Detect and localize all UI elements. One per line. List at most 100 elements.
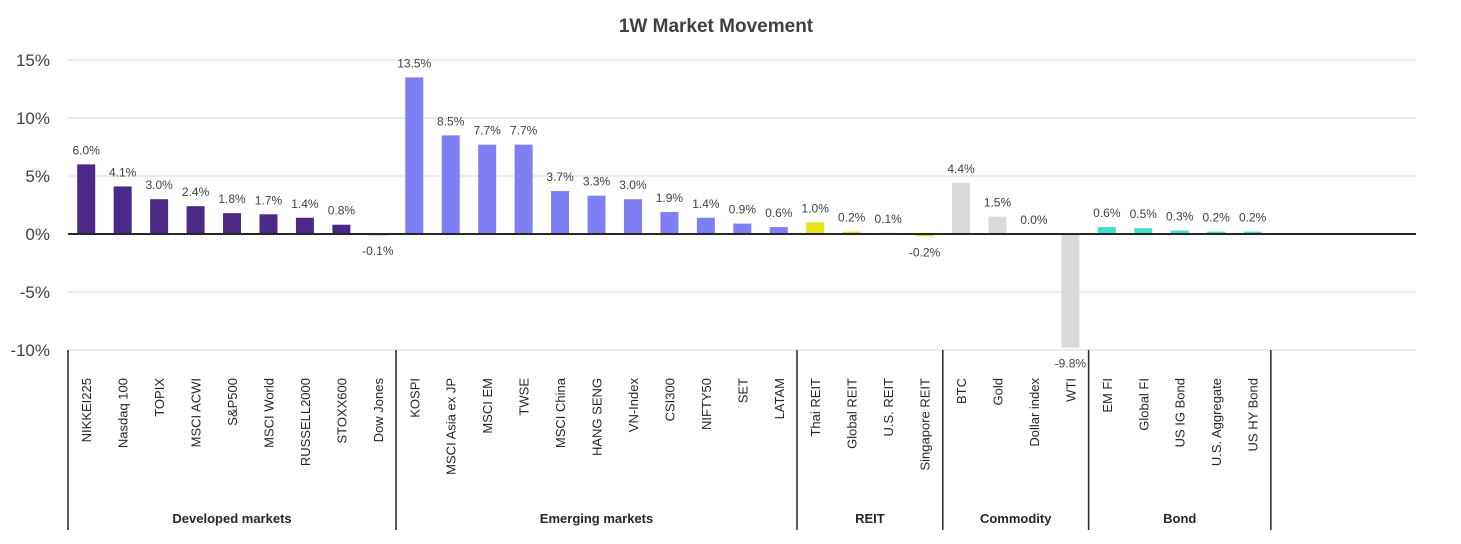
bar (514, 144, 533, 234)
category-label: EM FI (1100, 378, 1115, 413)
category-label: SET (735, 378, 750, 403)
category-label: CSI300 (662, 378, 677, 421)
bar (332, 224, 351, 234)
y-tick-label: 15% (16, 51, 50, 70)
category-label: MSCI China (553, 377, 568, 448)
category-label: Singapore REIT (918, 378, 933, 471)
category-label: RUSSELL2000 (298, 378, 313, 466)
data-label: 1.9% (656, 191, 684, 205)
data-label: 0.1% (874, 212, 902, 226)
data-label: 7.7% (510, 124, 538, 138)
y-tick-label: -5% (20, 283, 50, 302)
data-label: 2.4% (182, 185, 210, 199)
bar (1134, 228, 1153, 234)
bar (551, 191, 570, 234)
category-label: Thai REIT (808, 378, 823, 437)
data-label: 0.2% (838, 211, 866, 225)
category-label: KOSPI (407, 378, 422, 418)
group-label: Bond (1163, 511, 1196, 526)
data-label: 0.5% (1130, 207, 1158, 221)
data-label: 1.5% (984, 196, 1012, 210)
bar (915, 234, 934, 237)
data-label: 1.0% (802, 201, 830, 215)
gridlines (68, 59, 1416, 351)
data-label: 3.0% (145, 178, 173, 192)
data-label: 4.4% (947, 162, 975, 176)
group-label: Emerging markets (540, 511, 653, 526)
data-label: 7.7% (473, 124, 501, 138)
category-label: LATAM (772, 378, 787, 419)
bar (1207, 231, 1226, 234)
bar (1061, 234, 1080, 348)
y-tick-label: -10% (10, 341, 50, 360)
group-labels: Developed markets Emerging markets REIT Com… (67, 350, 1272, 530)
category-label: Global FI (1136, 378, 1151, 431)
bar (1243, 231, 1262, 234)
data-label: 0.0% (1020, 213, 1048, 227)
data-label: 0.6% (765, 206, 793, 220)
data-label: -0.1% (362, 244, 394, 258)
category-label: MSCI EM (480, 378, 495, 434)
bar (223, 213, 242, 234)
data-label: -0.2% (909, 245, 941, 259)
bar (259, 214, 278, 234)
data-label: 1.4% (692, 197, 720, 211)
group-label: REIT (855, 511, 885, 526)
category-label: VN-Index (626, 378, 641, 433)
category-label: WTI (1063, 378, 1078, 402)
bar (478, 144, 497, 234)
bars (77, 77, 1262, 348)
data-label: 3.3% (583, 175, 611, 189)
category-label: Global REIT (845, 378, 860, 449)
category-label: STOXX600 (334, 378, 349, 444)
data-label: 1.7% (255, 193, 283, 207)
bar (623, 199, 642, 234)
group-label: Developed markets (172, 511, 291, 526)
bar (186, 206, 205, 234)
category-labels: NIKKEI225 Nasdaq 100 TOPIX MSCI ACWI S&P500 M… (79, 377, 1260, 475)
category-label: Dollar index (1027, 378, 1042, 447)
bar (696, 217, 715, 234)
data-label: 8.5% (437, 114, 465, 128)
data-label: 1.4% (291, 197, 319, 211)
data-label: 3.7% (546, 170, 574, 184)
category-label: MSCI ACWI (189, 378, 204, 447)
category-label: US HY Bond (1246, 378, 1261, 451)
data-label: 0.2% (1202, 211, 1230, 225)
bar (660, 211, 679, 234)
data-label: 0.9% (729, 203, 757, 217)
category-label: Nasdaq 100 (116, 378, 131, 448)
y-tick-label: 10% (16, 109, 50, 128)
category-label: MSCI Asia ex JP (444, 378, 459, 475)
bar (1097, 227, 1116, 234)
y-axis-ticks: 15% 10% 5% 0% -5% -10% (10, 51, 50, 360)
category-label: U.S. REIT (881, 378, 896, 437)
bar (733, 223, 752, 234)
data-label: 0.2% (1239, 211, 1267, 225)
category-label: NIFTY50 (699, 378, 714, 430)
bar (806, 222, 825, 234)
category-label: TWSE (517, 378, 532, 416)
category-label: Gold (990, 378, 1005, 405)
data-label: 0.6% (1093, 206, 1121, 220)
data-label: 13.5% (397, 56, 431, 70)
data-label: 0.8% (328, 204, 356, 218)
bar (952, 182, 971, 234)
bar (113, 186, 132, 234)
data-label: 6.0% (73, 143, 101, 157)
group-label: Commodity (980, 511, 1052, 526)
category-label: HANG SENG (590, 378, 605, 456)
category-label: TOPIX (152, 378, 167, 417)
data-label: 1.8% (218, 192, 246, 206)
category-label: MSCI World (261, 378, 276, 448)
bar (1170, 230, 1189, 234)
bar (587, 195, 606, 234)
data-label: 3.0% (619, 178, 647, 192)
category-label: Dow Jones (371, 378, 386, 443)
category-label: NIKKEI225 (79, 378, 94, 442)
y-tick-label: 0% (25, 225, 50, 244)
bar (77, 164, 96, 234)
data-labels: 6.0% 4.1% 3.0% 2.4% 1.8% 1.7% 1.4% 0.8% -0.1% 13.… (73, 56, 1267, 370)
bar (441, 135, 460, 234)
